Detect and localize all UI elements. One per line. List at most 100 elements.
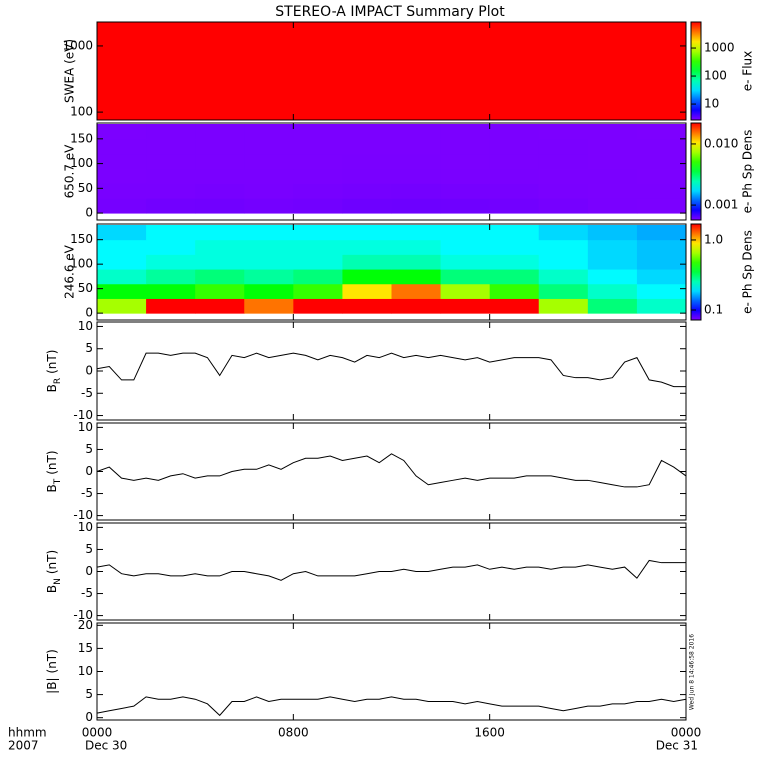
heatmap-cell [489,38,589,50]
heatmap-cell [244,123,294,140]
timestamp: Wed Jun 8 14:46:58 2016 [689,634,696,710]
heatmap-cell [587,224,638,241]
heatmap-cell [195,22,294,30]
y-axis-label: 650.7 eV [63,144,77,199]
heatmap-cell [97,298,147,314]
heatmap-cell [146,183,196,199]
y-tick-label: 150 [70,232,93,246]
y-label-sub: R [53,378,63,384]
heatmap-cell [538,183,589,199]
heatmap-cell [293,83,392,96]
heatmap-cell [391,168,442,184]
heatmap-cell [244,254,294,270]
heatmap-cell [636,183,687,199]
heatmap-cell [146,198,196,214]
heatmap-cell [195,83,294,96]
heatmap-cell [391,60,491,73]
heatmap-cell [440,239,491,255]
heatmap-cell [440,138,491,155]
heatmap-cell [587,239,638,255]
heatmap-cell [391,123,442,140]
y-tick-label: 50 [78,281,93,295]
y-axis-label: BT (nT) [45,450,63,492]
heatmap-cell [293,106,392,121]
heatmap-cell [293,239,343,255]
heatmap-cell [391,48,491,62]
panel-frame [96,223,687,321]
y-tick-label: 10 [78,420,93,434]
heatmap-cell [146,138,196,155]
heatmap-cell [195,95,294,108]
heatmap-cell [293,198,343,214]
heatmap-cell [489,138,540,155]
heatmap-cell [195,106,294,121]
heatmap-cell [97,183,147,199]
heatmap-cell [342,224,392,241]
heatmap-cell [293,183,343,199]
date-label: Dec 30 [85,739,127,753]
y-tick-label: -5 [81,586,93,600]
colorbar-label: e- Ph Sp Dens [741,130,755,214]
y-tick-label: 0 [85,306,93,320]
heatmap-cell [244,283,294,299]
heatmap-cell [293,138,343,155]
y-tick-label: 1000 [62,38,93,52]
heatmap-cell [97,72,196,85]
colorbar-tick-label: 10 [704,97,719,111]
heatmap-cell [342,198,392,214]
line-series [96,696,687,717]
year-label: 2007 [8,739,39,753]
heatmap-cell [195,168,245,184]
heatmap-cell [195,224,245,241]
heatmap-cell [636,283,687,299]
heatmap-cell [97,106,196,121]
heatmap-cell [195,298,245,314]
heatmap-cell [489,22,589,30]
heatmap-cell [146,123,196,140]
heatmap-cell [195,60,294,73]
heatmap-cell [244,239,294,255]
heatmap-cell [195,254,245,270]
heatmap-cell [391,224,442,241]
heatmap-cell [587,153,638,170]
heatmap-cell [391,106,491,121]
y-tick-label: 0 [85,710,93,724]
panel-frame [96,622,687,721]
y-tick-label: -10 [73,608,93,622]
heatmap-cell [342,183,392,199]
heatmap-cell [587,29,687,39]
heatmap-cell [293,48,392,62]
y-label-main: |B| [45,677,59,693]
heatmap-cell [97,224,147,241]
heatmap-cell [489,29,589,39]
heatmap-cell [489,224,540,241]
heatmap-cell [293,38,392,50]
y-tick-label: 15 [78,641,93,655]
y-axis-label: BR (nT) [45,350,63,393]
heatmap-cell [342,239,392,255]
heatmap-cell [489,83,589,96]
heatmap-cell [587,38,687,50]
heatmap-cell [489,48,589,62]
heatmap-cell [489,254,540,270]
heatmap-cell [587,60,687,73]
heatmap-cell [97,95,196,108]
heatmap-cell [538,224,589,241]
heatmap-cell [391,283,442,299]
y-axis-label: SWEA (eV) [63,39,77,103]
heatmap-cell [195,183,245,199]
y-tick-label: 10 [78,520,93,534]
y-axis-label: |B| (nT) [45,649,59,694]
heatmap-cell [342,123,392,140]
heatmap-cell [489,153,540,170]
heatmap-cell [636,254,687,270]
y-tick-label: 0 [85,364,93,378]
heatmap-cell [293,95,392,108]
heatmap-cell [489,183,540,199]
heatmap-cell [391,138,442,155]
y-label-main: B [45,484,59,492]
y-tick-label: -5 [81,486,93,500]
heatmap-cell [195,198,245,214]
colorbar-tick-label: 1.0 [704,232,723,246]
panel-frame [96,122,687,221]
